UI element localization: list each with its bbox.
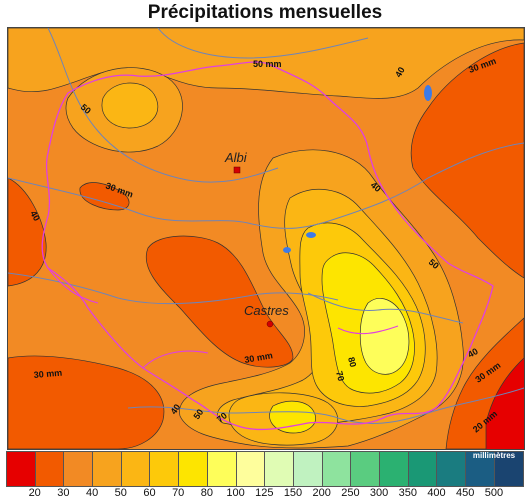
legend-tick-label: 40 [85, 487, 99, 499]
city-marker-albi [233, 166, 241, 174]
precipitation-map[interactable]: Albi Castres 50 mm 40 30 mm 50 30 mm 40 … [7, 27, 525, 450]
map-title: Précipitations mensuelles [147, 2, 383, 23]
zone-30-40-west [8, 177, 47, 287]
zone-20-30-east [486, 358, 524, 449]
zone-30-40-east [410, 42, 524, 279]
legend-tick-label: 70 [172, 487, 185, 499]
legend-swatches [6, 451, 525, 487]
lake-icon [424, 85, 432, 101]
legend-tick-label: 150 [283, 487, 303, 499]
contour-label: 40 [168, 402, 182, 416]
contour-label: 30 mm [244, 350, 274, 365]
legend-tick-label: 400 [427, 487, 446, 499]
legend-tick-label: 80 [200, 487, 214, 499]
city-marker-castres [266, 320, 274, 328]
zone-30-40-small [79, 182, 130, 211]
city-label-albi: Albi [224, 150, 248, 165]
legend-tick-label: 60 [143, 487, 156, 499]
legend-swatch [35, 452, 65, 486]
legend-swatch [379, 452, 409, 486]
contour-label: 50 [79, 102, 93, 116]
legend-swatch [236, 452, 266, 486]
contour-label: 40 [369, 180, 383, 194]
legend-swatch [466, 452, 495, 486]
zone-30-40-east-low [445, 317, 524, 449]
contour-label: 50 mm [253, 59, 282, 69]
legend-tick-label: 450 [456, 487, 475, 499]
city-label-castres: Castres [244, 303, 289, 318]
legend-swatch [437, 452, 466, 486]
rivers [8, 28, 524, 424]
legend-tick-label: 30 [57, 487, 70, 499]
legend-tick-label: 20 [28, 487, 41, 499]
contour-label: 50 [191, 407, 205, 421]
legend-tick-label: 125 [255, 487, 274, 499]
legend-swatch [207, 452, 237, 486]
legend-tick-label: 250 [341, 487, 360, 499]
legend-tick-label: 350 [398, 487, 417, 499]
contour-label: 40 [393, 65, 407, 79]
legend-swatch [408, 452, 438, 486]
zone-30-40-central [145, 235, 294, 368]
legend-swatch [322, 452, 352, 486]
contour-label: 70 [334, 370, 346, 382]
contour-label: 40 [28, 209, 42, 223]
legend-tick-label: 200 [312, 487, 331, 499]
legend-tick-label: 500 [484, 487, 504, 499]
zone-60-70-nw [101, 82, 158, 129]
legend-swatch [265, 452, 294, 486]
zone-80-100-south [269, 400, 316, 434]
lake-icon [306, 232, 316, 238]
legend-tick-label: 100 [226, 487, 245, 499]
contour-label: 30 mm [33, 368, 62, 380]
legend-tick-label: 50 [114, 487, 127, 499]
contour-label: 50 [427, 257, 441, 271]
zone-30-40-southwest [8, 355, 165, 449]
color-legend: millimètres 20 30 40 50 60 70 80 100 125 150 200 25… [4, 449, 526, 501]
legend-swatch [494, 452, 524, 486]
legend-swatch [293, 452, 323, 486]
contour-label: 80 [346, 356, 358, 368]
legend-tick-label: 300 [369, 487, 389, 499]
legend-swatch [93, 452, 122, 486]
department-boundary-inner [47, 267, 399, 369]
department-boundary [41, 61, 494, 431]
zone-100-125-core [359, 298, 410, 375]
legend-swatch [179, 452, 208, 486]
contour-label: 70 [215, 410, 229, 424]
lake-icon [283, 247, 291, 253]
legend-swatch [351, 452, 380, 486]
legend-swatch [121, 452, 151, 486]
contour-label: 40 [466, 346, 480, 360]
legend-swatch [64, 452, 94, 486]
legend-unit-label: millimètres [472, 451, 516, 460]
legend-swatch [150, 452, 180, 486]
legend-swatch [7, 452, 36, 486]
